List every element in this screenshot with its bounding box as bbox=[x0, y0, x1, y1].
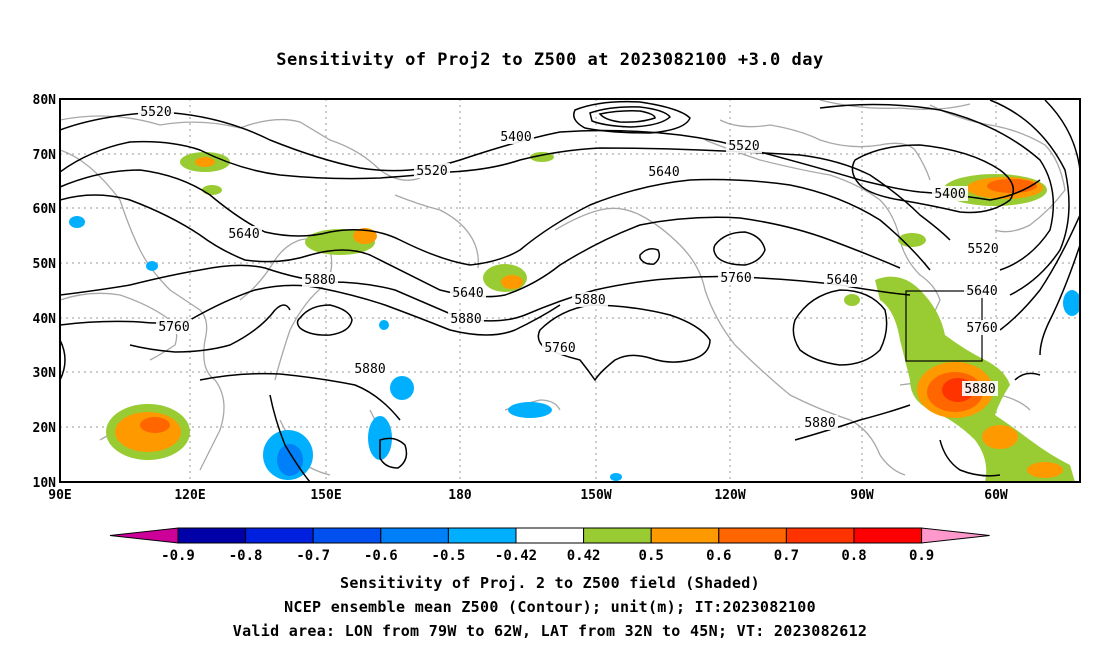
lon-label-90w: 90W bbox=[850, 488, 874, 503]
lat-label-80n: 80N bbox=[33, 93, 57, 108]
lon-label-150e: 150E bbox=[310, 488, 341, 503]
lat-label-40n: 40N bbox=[33, 312, 57, 327]
lat-label-30n: 30N bbox=[33, 366, 57, 381]
lat-label-50n: 50N bbox=[33, 257, 57, 272]
contour-label: 5640 bbox=[228, 227, 259, 242]
contour-label: 5880 bbox=[450, 312, 481, 327]
colorbar-segment bbox=[853, 527, 923, 544]
colorbar-segment bbox=[312, 527, 382, 544]
contour-label: 5880 bbox=[304, 273, 335, 288]
contour-label: 5640 bbox=[966, 284, 997, 299]
colorbar-tick-label: 0.6 bbox=[706, 548, 731, 564]
colorbar-tick-label: 0.42 bbox=[567, 548, 601, 564]
colorbar-tick-label: -0.9 bbox=[161, 548, 195, 564]
contour-labels: 5520 5400 5520 5520 5640 5640 5400 5520 5640 5880… bbox=[138, 104, 1001, 431]
contour-label: 5520 bbox=[140, 105, 171, 120]
colorbar-segment bbox=[177, 527, 247, 544]
contour-label: 5520 bbox=[416, 164, 447, 179]
colorbar-tick-label: 0.5 bbox=[639, 548, 664, 564]
colorbar-segment bbox=[650, 527, 720, 544]
longitude-axis: 90E 120E 150E 180 150W 120W 90W 60W bbox=[48, 488, 1008, 503]
colorbar-segment bbox=[245, 527, 314, 544]
contour-label: 5400 bbox=[500, 130, 531, 145]
lon-label-90e: 90E bbox=[48, 488, 71, 503]
lon-label-60w: 60W bbox=[984, 488, 1008, 503]
lon-label-150w: 150W bbox=[580, 488, 611, 503]
contour-label: 5400 bbox=[934, 187, 965, 202]
contour-label: 5760 bbox=[720, 271, 751, 286]
colorbar-tick-label: 0.7 bbox=[774, 548, 799, 564]
colorbar-tick-label: 0.8 bbox=[841, 548, 866, 564]
grid bbox=[60, 99, 1080, 482]
lat-label-70n: 70N bbox=[33, 148, 57, 163]
colorbar-segment bbox=[583, 527, 652, 544]
lat-label-20n: 20N bbox=[33, 421, 57, 436]
colorbar-segment bbox=[515, 527, 585, 544]
caption-shaded: Sensitivity of Proj. 2 to Z500 field (Sh… bbox=[340, 574, 760, 592]
colorbar-tick-label: -0.7 bbox=[296, 548, 330, 564]
contour-label: 5640 bbox=[648, 165, 679, 180]
colorbar-high-extend bbox=[921, 527, 990, 544]
plot-frame bbox=[59, 98, 1081, 483]
contour-label: 5880 bbox=[354, 362, 385, 377]
caption-contour: NCEP ensemble mean Z500 (Contour); unit(… bbox=[284, 598, 816, 616]
contour-label: 5640 bbox=[826, 273, 857, 288]
colorbar-tick-label: -0.5 bbox=[432, 548, 466, 564]
colorbar-segment bbox=[447, 527, 517, 544]
lon-label-120e: 120E bbox=[174, 488, 205, 503]
contour-label: 5760 bbox=[158, 320, 189, 335]
colorbar-segment bbox=[380, 527, 449, 544]
contour-label: 5760 bbox=[966, 321, 997, 336]
map-title: Sensitivity of Proj2 to Z500 at 20230821… bbox=[276, 50, 824, 70]
contour-label: 5640 bbox=[452, 286, 483, 301]
negative-sensitivity-shading bbox=[69, 216, 1080, 481]
colorbar-segment bbox=[718, 527, 787, 544]
contour-label: 5760 bbox=[544, 341, 575, 356]
colorbar-segment bbox=[785, 527, 855, 544]
colorbar-tick-label: -0.8 bbox=[229, 548, 263, 564]
positive-sensitivity-shading bbox=[106, 152, 1075, 482]
contour-label: 5520 bbox=[967, 242, 998, 257]
colorbar: -0.9 -0.8 -0.7 -0.6 -0.5 -0.42 0.42 0.5 0.6 0.7 0.… bbox=[109, 527, 990, 564]
colorbar-tick-label: 0.9 bbox=[909, 548, 934, 564]
contour-label: 5880 bbox=[574, 293, 605, 308]
lon-label-120w: 120W bbox=[714, 488, 745, 503]
lat-label-60n: 60N bbox=[33, 202, 57, 217]
contour-label: 5520 bbox=[728, 139, 759, 154]
contour-label: 5880 bbox=[964, 382, 995, 397]
lon-label-180: 180 bbox=[448, 488, 472, 503]
contour-label: 5880 bbox=[804, 416, 835, 431]
caption-valid-area: Valid area: LON from 79W to 62W, LAT fro… bbox=[232, 622, 868, 640]
colorbar-tick-label: -0.42 bbox=[495, 548, 537, 564]
latitude-axis: 80N 70N 60N 50N 40N 30N 20N 10N bbox=[33, 93, 57, 491]
colorbar-low-extend bbox=[109, 527, 179, 544]
colorbar-tick-label: -0.6 bbox=[364, 548, 398, 564]
lat-label-10n: 10N bbox=[33, 476, 57, 491]
